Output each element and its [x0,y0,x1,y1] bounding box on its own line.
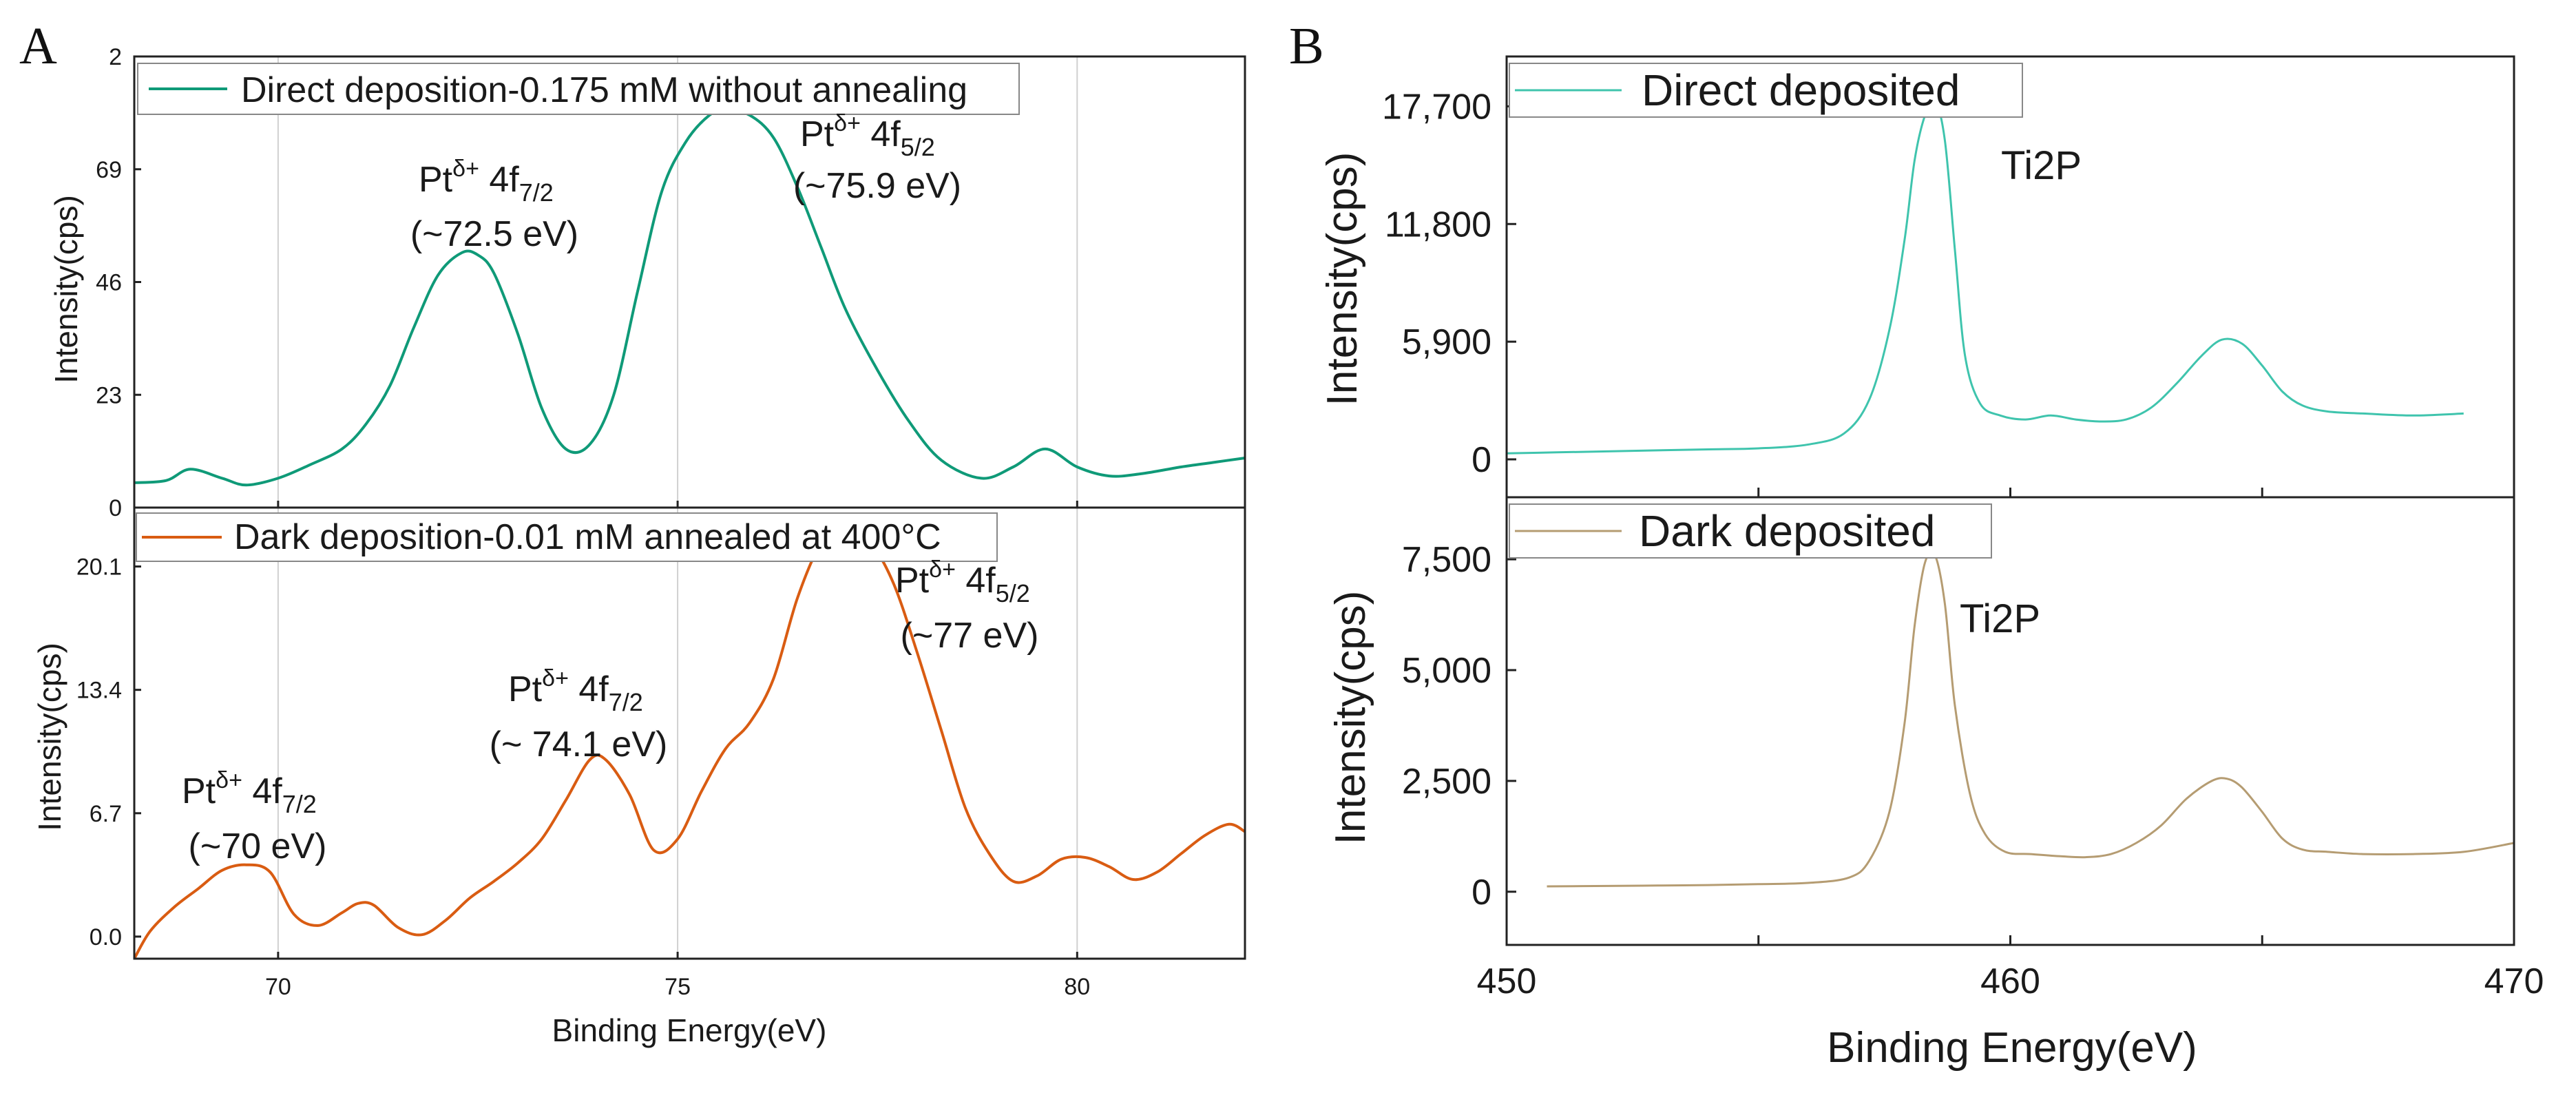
annotation-a-bottom-peak-1-value: (~70 eV) [189,826,327,866]
panel-a-bottom-legend: Dark deposition-0.01 mM annealed at 400°… [136,512,998,562]
x-tick-label: 450 [1477,961,1537,1001]
panel-a-top-legend: Direct deposition-0.175 mM without annea… [137,63,1020,115]
panel-b-top-yticks: 0 5,900 11,800 17,700 [1382,87,1516,480]
annotation-a-top-peak-1-label: Ptδ+ 4f7/2 [419,156,554,207]
annotation-a-bottom-peak-1: Ptδ+ 4f7/2 (~70 eV) [182,767,326,866]
x-tick-label: 80 [1064,974,1090,1000]
panel-b-top-xticks [1505,488,2515,497]
y-tick-label: 23 [96,382,122,408]
annotation-a-top-peak-2-label: Ptδ+ 4f5/2 [800,110,935,161]
y-tick-label: 46 [96,270,122,296]
annotation-a-top-peak-1: Ptδ+ 4f7/2 (~72.5 eV) [410,156,578,254]
panel-a-bottom-xlabel: Binding Energy(eV) [552,1012,827,1048]
annotation-a-top-peak-2-value: (~75.9 eV) [793,166,961,206]
panel-a-top-frame [133,55,1246,509]
panel-b-top-legend: Direct deposited [1509,63,2023,118]
y-tick-label: 2,500 [1402,762,1491,802]
panel-a-top-series-line [134,109,1246,487]
annotation-a-top-peak-2: Ptδ+ 4f5/2 (~75.9 eV) [793,110,961,206]
y-tick-label: 2 [109,44,122,70]
panel-a-bottom-frame [133,506,1246,960]
x-tick-label: 75 [664,974,691,1000]
y-tick-label: 20.1 [76,554,122,581]
y-tick-label: 0 [109,495,122,521]
panel-b-top-frame [1505,55,2515,499]
annotation-a-bottom-peak-2-value: (~ 74.1 eV) [490,725,668,764]
panel-b-bottom-ylabel: Intensity(cps) [1327,591,1374,845]
panel-a-top-yticks: 0 23 46 69 2 [96,44,141,521]
annotation-a-top-peak-1-value: (~72.5 eV) [410,214,578,254]
panel-b-bottom-xticks: 450 460 470 [1477,935,2544,1001]
annotation-a-bottom-peak-1-label: Ptδ+ 4f7/2 [182,767,317,818]
panel-b-bottom-frame [1505,496,2515,946]
panel-b-bottom-legend: Dark deposited [1509,503,1992,559]
annotation-a-bottom-peak-2: Ptδ+ 4f7/2 (~ 74.1 eV) [490,665,668,764]
y-tick-label: 0 [1472,873,1491,913]
x-tick-label: 460 [1980,961,2040,1001]
panel-b-bottom-plot: 450 460 470 0 2,500 5,000 7,500 Intensity(cps… [1327,496,2544,1072]
x-tick-label: 70 [265,974,291,1000]
panel-b-top-legend-label: Direct deposited [1642,65,1960,115]
y-tick-label: 5,900 [1402,322,1491,362]
panel-a-top-plot: 0 23 46 69 2 Intensity(cps) Direct depositio… [48,44,1246,521]
y-tick-label: 5,000 [1402,651,1491,691]
panel-a-bottom-legend-label: Dark deposition-0.01 mM annealed at 400°… [234,517,941,557]
panel-b-top-series-line [1506,98,2464,455]
panel-a-bottom-plot: 70 75 80 0.0 6.7 13.4 20.1 Intensity(cps) Bin… [32,506,1246,1048]
panel-a-bottom-legend-box [136,512,998,562]
panel-a-bottom-ylabel: Intensity(cps) [32,643,67,831]
panel-a-top-legend-box [137,63,1020,115]
y-tick-label: 6.7 [90,801,122,827]
panel-b-bottom-yticks: 0 2,500 5,000 7,500 [1402,540,1516,913]
x-tick-label: 470 [2484,961,2544,1001]
panel-label-a: A [19,17,57,75]
y-tick-label: 0.0 [90,924,122,950]
panel-a-top-ylabel: Intensity(cps) [48,195,84,384]
panel-a-top-grid [277,56,1078,508]
y-tick-label: 17,700 [1382,87,1491,127]
annotation-a-bottom-peak-3-label: Ptδ+ 4f5/2 [895,556,1030,607]
annotation-a-bottom-peak-3-value: (~77 eV) [901,616,1039,656]
panel-a-bottom-series-line [133,523,1246,960]
panel-a-bottom-xticks: 70 75 80 [265,952,1090,1000]
panel-b-top-ylabel: Intensity(cps) [1319,152,1366,406]
annotation-b-top-ti2p: Ti2P [2001,143,2082,188]
panel-b-bottom-series-line [1547,550,2515,888]
annotation-a-bottom-peak-3: Ptδ+ 4f5/2 (~77 eV) [895,556,1038,656]
panel-b-bottom-legend-label: Dark deposited [1639,506,1935,556]
panel-b-bottom-xlabel: Binding Energy(eV) [1827,1024,2197,1072]
y-tick-label: 0 [1472,440,1491,480]
panel-a-bottom-yticks: 0.0 6.7 13.4 20.1 [76,554,141,950]
y-tick-label: 13.4 [76,678,122,704]
panel-a-top-xticks [277,501,1078,508]
y-tick-label: 11,800 [1385,205,1491,244]
y-tick-label: 7,500 [1402,540,1491,580]
panel-label-b: B [1289,17,1324,75]
annotation-b-bottom-ti2p: Ti2P [1960,596,2040,641]
panel-b-top-plot: 0 5,900 11,800 17,700 Intensity(cps) Direct… [1319,55,2515,499]
annotation-a-bottom-peak-2-label: Ptδ+ 4f7/2 [508,665,643,716]
panel-a-top-legend-label: Direct deposition-0.175 mM without annea… [241,70,967,110]
y-tick-label: 69 [96,157,122,183]
